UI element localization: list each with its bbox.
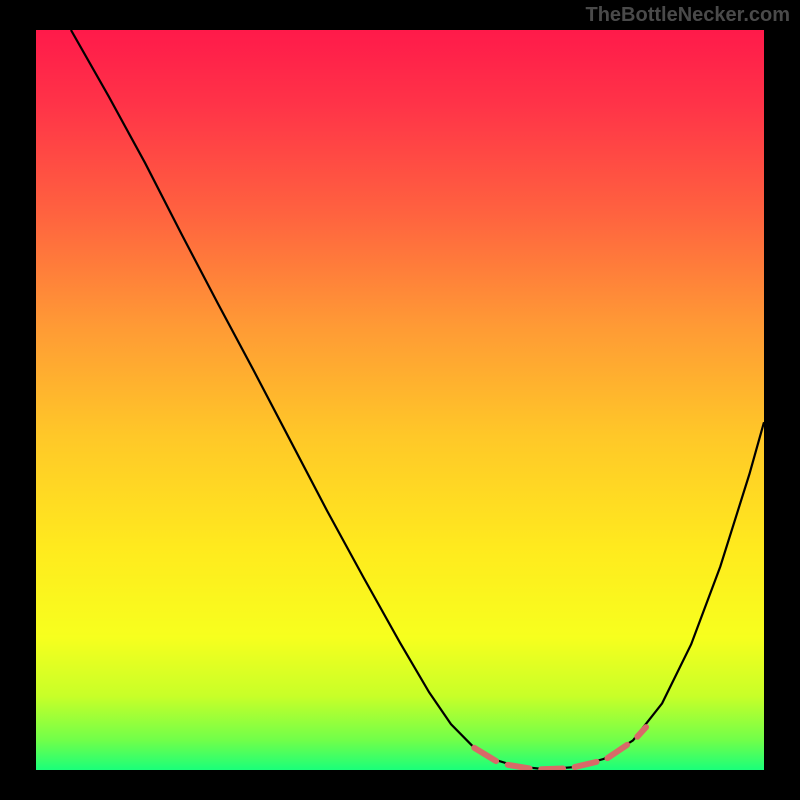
plot-area [36,30,764,770]
trough-marker-segment [508,765,530,769]
trough-marker-segment [575,762,597,767]
trough-marker-group [474,727,646,769]
bottleneck-curve [36,30,764,770]
trough-marker-segment [541,769,563,770]
curve-path [71,30,764,769]
watermark-text: TheBottleNecker.com [585,4,790,27]
trough-marker-segment [474,748,496,761]
trough-marker-segment [607,745,627,758]
trough-marker-segment [637,727,646,737]
